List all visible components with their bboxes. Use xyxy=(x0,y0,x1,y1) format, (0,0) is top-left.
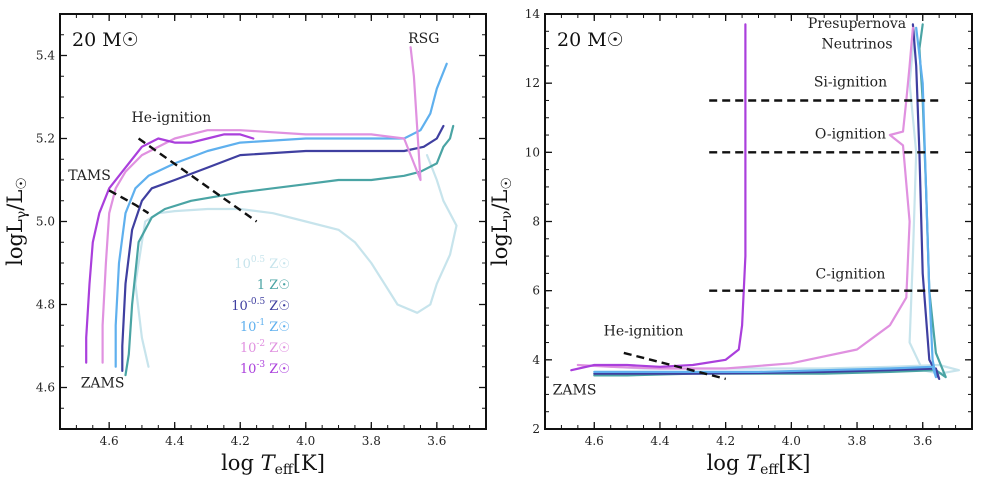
y-tick-label: 8 xyxy=(532,215,540,229)
y-tick: 8 xyxy=(532,215,972,229)
y-tick-label: 5.4 xyxy=(36,49,55,63)
y-tick-label: 14 xyxy=(525,7,541,21)
legend-entry: 10-2 Z☉ xyxy=(240,339,290,356)
x-axis-label-right: log Teff[K] xyxy=(707,451,811,478)
series-line-left-2 xyxy=(121,124,445,372)
y-tick-label: 10 xyxy=(525,145,540,159)
annotation-zams: ZAMS xyxy=(81,376,125,392)
y-axis-label-left: logLγ/L☉ xyxy=(3,177,30,266)
x-tick-label: 4.0 xyxy=(782,434,801,448)
annotation-tams: TAMS xyxy=(68,168,111,184)
legend-entry: 1 Z☉ xyxy=(257,278,290,293)
y-tick-label: 4.6 xyxy=(36,381,55,395)
panel-right: 4.6 4.4 4.2 4.0 3.8 3.6 2 4 6 8 10 12 14 Presupernov… xyxy=(488,7,973,478)
annotation-zams: ZAMS xyxy=(553,382,597,398)
x-tick: 4.4 xyxy=(650,14,670,448)
y-tick: 5.0 xyxy=(36,215,486,229)
annotation-he-ignition: He-ignition xyxy=(132,110,212,126)
x-tick-label: 4.6 xyxy=(100,434,119,448)
annotation-he-ignition: He-ignition xyxy=(604,324,684,340)
annotation-rsg: RSG xyxy=(408,31,439,47)
x-tick: 3.6 xyxy=(427,14,446,448)
series-line-right-0 xyxy=(609,26,961,375)
x-tick: 4.0 xyxy=(782,14,801,448)
x-tick-label: 3.8 xyxy=(847,434,866,448)
series-line-left-0 xyxy=(134,154,458,368)
He-ignition-line xyxy=(137,137,258,223)
y-tick-label: 6 xyxy=(532,284,540,298)
annotation-c-ignition: C-ignition xyxy=(816,267,886,283)
y-tick-label: 4.8 xyxy=(36,298,55,312)
series-line-right-4 xyxy=(576,26,915,370)
x-axis-label-left: log Teff[K] xyxy=(221,451,325,478)
legend: 100.5 Z☉ 1 Z☉ 10-0.5 Z☉ 10-1 Z☉ 10-2 Z☉ 10-3 … xyxy=(231,255,290,377)
series-line-left-4 xyxy=(101,46,422,364)
x-tick-label: 3.6 xyxy=(427,434,446,448)
legend-entry: 10-0.5 Z☉ xyxy=(231,297,290,314)
panel-title-right: 20 M☉ xyxy=(557,29,624,51)
annotation-neutrinos: Neutrinos xyxy=(822,37,893,53)
panel-left: 4.6 4.4 4.2 4.0 3.8 3.6 4.6 4.8 5.0 5.2 5.4 TAMS ZA… xyxy=(3,13,487,478)
series-line-right-3 xyxy=(593,26,938,379)
y-tick-label: 12 xyxy=(525,76,540,90)
x-tick: 4.4 xyxy=(165,14,185,448)
x-tick-label: 4.2 xyxy=(231,434,250,448)
series-line-right-5 xyxy=(570,23,747,372)
x-tick: 4.2 xyxy=(231,14,250,448)
x-tick-label: 4.6 xyxy=(585,434,604,448)
series-line-left-3 xyxy=(114,62,448,368)
legend-entry: 10-1 Z☉ xyxy=(240,318,290,335)
y-tick-label: 5.2 xyxy=(36,132,55,146)
x-tick: 4.0 xyxy=(296,14,315,448)
y-tick-label: 5.0 xyxy=(36,215,55,229)
legend-entry: 100.5 Z☉ xyxy=(234,255,290,272)
annotation-si-ignition: Si-ignition xyxy=(814,75,887,91)
y-tick: 12 xyxy=(525,76,972,90)
annotation-o-ignition: O-ignition xyxy=(815,127,886,143)
x-tick-label: 4.0 xyxy=(296,434,315,448)
y-axis-label-right: logLν/L☉ xyxy=(488,177,515,266)
series-line-left-1 xyxy=(124,124,455,377)
x-tick: 4.2 xyxy=(716,14,735,448)
y-tick-label: 2 xyxy=(532,422,540,436)
series-line-left-5 xyxy=(85,133,255,364)
He-ignition-line xyxy=(623,351,726,381)
panel-title-left: 20 M☉ xyxy=(72,29,139,51)
x-tick-label: 4.2 xyxy=(716,434,735,448)
annotation-presupernova: Presupernova xyxy=(808,16,906,32)
x-tick-label: 3.8 xyxy=(362,434,381,448)
x-tick-label: 4.4 xyxy=(165,434,184,448)
x-tick-label: 4.4 xyxy=(650,434,669,448)
x-tick: 3.8 xyxy=(362,14,381,448)
x-tick-label: 3.6 xyxy=(913,434,932,448)
TAMS-line xyxy=(108,189,150,215)
y-tick-label: 4 xyxy=(532,353,540,367)
legend-entry: 10-3 Z☉ xyxy=(240,360,290,377)
